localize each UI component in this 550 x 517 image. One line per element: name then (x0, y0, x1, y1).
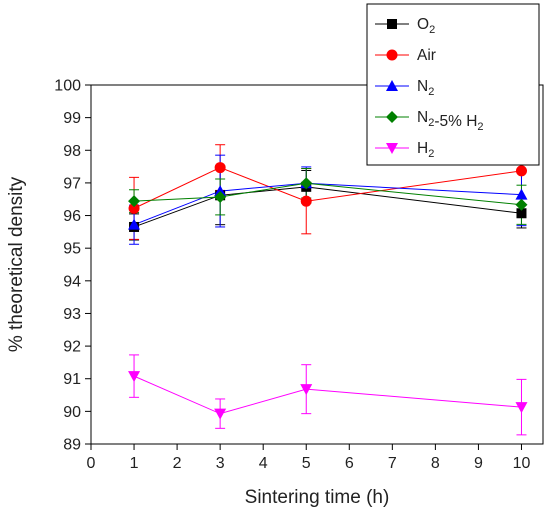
series-line (133, 182, 522, 226)
y-axis-ticks: 89 90 91 92 93 94 95 96 97 98 99 100 (54, 78, 91, 454)
data-point (300, 384, 313, 396)
y-tick-label: 91 (63, 371, 81, 388)
y-tick-label: 96 (63, 208, 81, 225)
x-axis-title: Sintering time (h) (245, 487, 390, 508)
data-point (515, 402, 528, 414)
legend-label: Air (417, 47, 436, 64)
data-point (515, 198, 528, 211)
legend-label: H2 (417, 140, 434, 160)
y-axis-title: % theoretical density (6, 176, 27, 352)
data-point (214, 190, 227, 203)
series-markers (128, 162, 528, 420)
data-point (128, 202, 140, 214)
y-tick-label: 89 (63, 437, 81, 454)
x-tick-label: 4 (259, 455, 268, 472)
data-point (214, 185, 227, 197)
data-point (515, 188, 528, 200)
data-point (128, 371, 141, 383)
series-line (134, 182, 522, 206)
legend-label: N2 (417, 78, 434, 98)
series-line (133, 186, 522, 228)
legend-marker (386, 143, 398, 154)
x-tick-label: 5 (302, 455, 311, 472)
data-point (214, 408, 227, 420)
legend-box (366, 3, 540, 166)
legend-marker (386, 111, 398, 123)
x-tick-label: 7 (388, 455, 397, 472)
y-tick-label: 100 (54, 78, 81, 95)
legend: O2 Air N2 N2-5% H2 H2 (366, 3, 540, 166)
data-point (300, 195, 312, 207)
x-tick-label: 10 (513, 455, 531, 472)
data-point (128, 218, 141, 230)
x-axis-ticks: 0 1 2 3 4 5 6 7 8 9 10 (87, 444, 531, 472)
y-tick-label: 92 (63, 339, 81, 356)
x-tick-label: 8 (431, 455, 440, 472)
y-tick-label: 93 (63, 306, 81, 323)
series-line (133, 167, 522, 209)
x-tick-label: 2 (173, 455, 182, 472)
plot-area-frame (90, 84, 544, 445)
error-bars (129, 136, 527, 436)
y-tick-label: 98 (63, 143, 81, 160)
x-tick-label: 0 (87, 455, 96, 472)
x-tick-label: 6 (345, 455, 354, 472)
x-tick-label: 3 (216, 455, 225, 472)
data-point (515, 165, 527, 177)
y-tick-label: 97 (63, 175, 81, 192)
legend-marker (386, 49, 398, 61)
y-tick-label: 94 (63, 273, 81, 290)
legend-label: N2-5% H2 (417, 109, 484, 133)
y-tick-label: 95 (63, 241, 81, 258)
x-tick-label: 1 (130, 455, 139, 472)
series-line (133, 375, 522, 415)
legend-label: O2 (417, 16, 435, 36)
data-point (214, 162, 226, 174)
legend-marker (387, 19, 397, 29)
x-tick-label: 9 (474, 455, 483, 472)
y-tick-label: 99 (63, 110, 81, 127)
data-point (300, 177, 313, 190)
y-tick-label: 90 (63, 404, 81, 421)
series-lines (133, 167, 522, 415)
data-point (128, 195, 141, 208)
legend-marker (386, 80, 398, 91)
data-point (516, 208, 527, 219)
